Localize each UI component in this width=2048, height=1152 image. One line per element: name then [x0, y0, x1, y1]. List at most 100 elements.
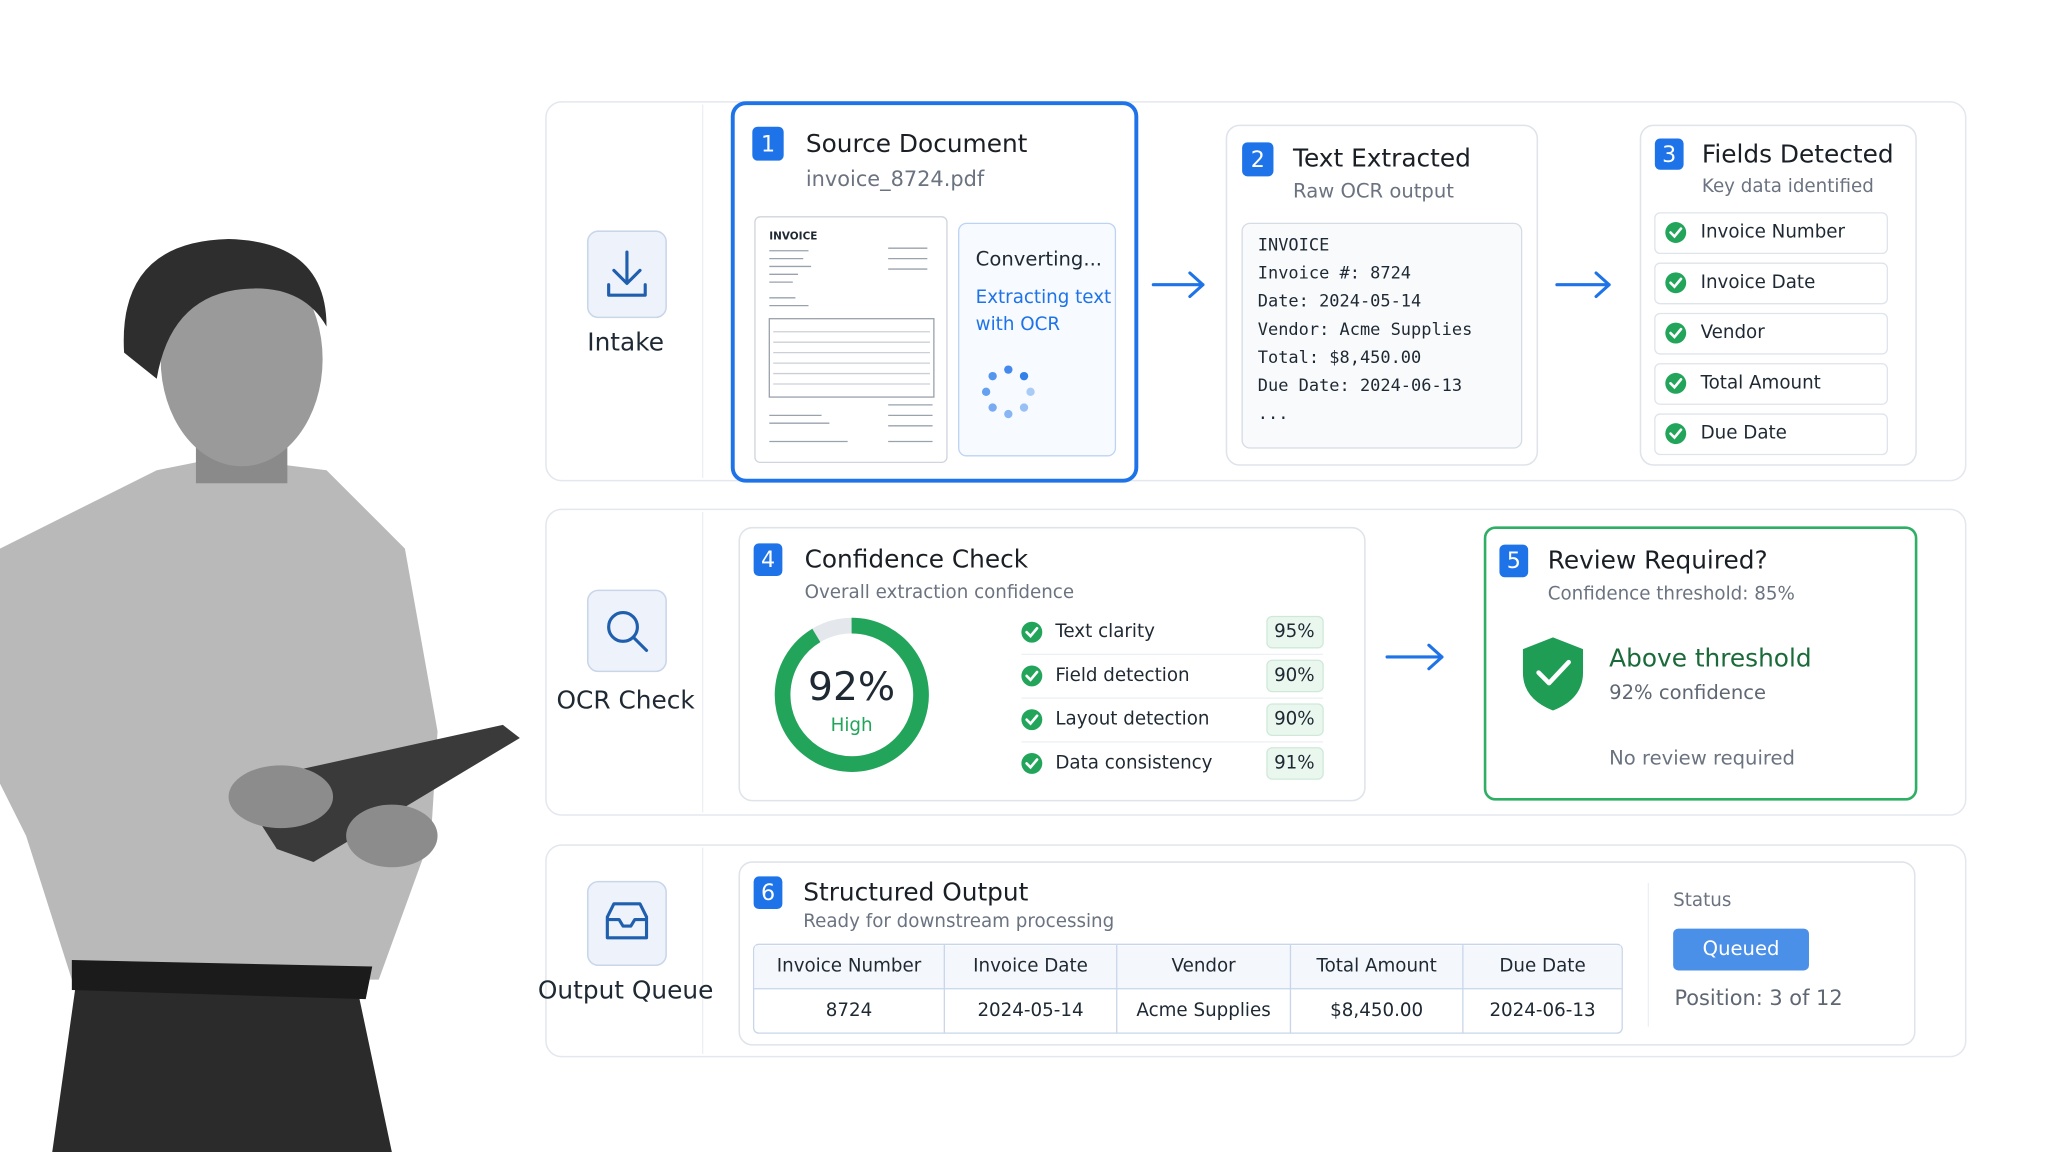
field-name: Invoice Number [1701, 221, 1846, 242]
step-number: 4 [761, 547, 775, 573]
check-mark [1025, 758, 1039, 770]
field-name: Total Amount [1700, 372, 1821, 393]
step-badge [753, 543, 783, 576]
gauge-arc [774, 617, 929, 772]
status-box [958, 222, 1117, 457]
check-mark [1669, 428, 1683, 440]
table-header: Invoice Number [777, 956, 922, 977]
ocr-line: Invoice #: 8724 [1258, 264, 1411, 284]
ocr-line: INVOICE [1258, 236, 1330, 256]
stage-label: OCR Check [557, 685, 696, 714]
step-number: 2 [1251, 147, 1265, 173]
queue-position: Position: 3 of 12 [1674, 986, 1842, 1010]
status-detail: with OCR [976, 314, 1061, 335]
field-row [1654, 312, 1888, 355]
metric-name: Text clarity [1054, 621, 1155, 642]
spinner-dot [1004, 409, 1013, 419]
field-name: Vendor [1701, 322, 1766, 343]
review-detail: 92% confidence [1609, 681, 1766, 704]
inbox-icon [605, 902, 649, 940]
step-number: 6 [761, 880, 775, 906]
thumb-title: INVOICE [769, 230, 817, 242]
step-number: 3 [1662, 142, 1676, 168]
step-number: 5 [1507, 548, 1521, 574]
metric-name: Field detection [1055, 665, 1189, 686]
review-card[interactable] [1483, 526, 1918, 801]
field-name: Invoice Date [1701, 272, 1816, 293]
metric-pill [1266, 615, 1324, 649]
overall-score: 92% [808, 665, 895, 710]
field-row [1654, 363, 1888, 405]
field-row [1654, 212, 1888, 255]
flow-arrow [1151, 271, 1205, 299]
metric-name: Data consistency [1055, 752, 1212, 773]
ocr-line: Vendor: Acme Supplies [1258, 320, 1473, 340]
stage-label: Output Queue [538, 975, 713, 1004]
queue-icon [586, 880, 667, 967]
metric-value: 95% [1274, 621, 1315, 642]
stage-label: Intake [587, 328, 664, 357]
metric-pill [1266, 659, 1324, 693]
person-photo [0, 239, 520, 1152]
card-title: Review Required? [1548, 546, 1768, 575]
spinner [981, 365, 1035, 419]
confidence-level: High [831, 715, 873, 736]
metric-pill [1266, 747, 1324, 780]
card-subtitle: Ready for downstream processing [803, 911, 1114, 932]
table-cell: Acme Supplies [1136, 1000, 1270, 1021]
metric-value: 90% [1274, 709, 1315, 730]
ocr-line: Date: 2024-05-14 [1258, 292, 1421, 312]
ocr-output [1241, 222, 1523, 449]
step-badge [752, 126, 784, 161]
spinner-dot [988, 371, 997, 381]
step-number: 1 [761, 131, 775, 157]
field-name: Due Date [1701, 423, 1787, 444]
spinner-dot [1019, 371, 1029, 381]
check-icon [1665, 423, 1687, 445]
step-badge [1654, 138, 1684, 170]
card-title: Structured Output [803, 877, 1028, 906]
table-cell: 2024-05-14 [977, 1000, 1083, 1021]
search-icon [607, 611, 639, 643]
status-button[interactable] [1673, 928, 1809, 971]
table-cell: 2024-06-13 [1489, 1000, 1595, 1021]
review-note: No review required [1609, 746, 1795, 769]
metric-value: 90% [1274, 665, 1315, 686]
status-value: Queued [1703, 937, 1780, 960]
metric-name: Layout detection [1055, 709, 1209, 730]
check-mark [1025, 714, 1039, 726]
field-row [1654, 262, 1888, 305]
table-header: Total Amount [1316, 956, 1437, 977]
check-mark [1669, 378, 1683, 390]
check-icon [1021, 752, 1043, 774]
invoice-thumbnail[interactable] [754, 216, 948, 464]
step-badge [753, 876, 783, 910]
status-detail: Extracting text [976, 287, 1112, 308]
check-icon [1021, 621, 1043, 643]
check-icon [1021, 665, 1043, 687]
metric-pill [1266, 703, 1324, 736]
check-icon [1665, 372, 1687, 394]
card-title: Fields Detected [1702, 139, 1894, 168]
spinner-dot [988, 403, 997, 412]
spinner-dot [1004, 365, 1013, 374]
ocr-line: ... [1258, 404, 1289, 424]
thumb-table [768, 318, 935, 398]
check-icon [1665, 222, 1687, 243]
table-cell: $8,450.00 [1330, 1000, 1423, 1021]
check-mark [1669, 277, 1683, 289]
thumb-lines [768, 247, 935, 443]
status-text: Converting... [976, 247, 1102, 270]
metric-value: 91% [1274, 752, 1315, 773]
table-header-bg [754, 945, 1621, 989]
card-subtitle: Overall extraction confidence [805, 582, 1075, 603]
check-mark [1025, 626, 1039, 639]
check-mark [1025, 670, 1039, 682]
check-icon [1665, 322, 1687, 344]
search-icon [631, 635, 649, 653]
confidence-card[interactable] [738, 526, 1366, 802]
field-row [1654, 413, 1888, 456]
step-badge [1242, 142, 1274, 177]
spinner-dot [1019, 403, 1029, 412]
